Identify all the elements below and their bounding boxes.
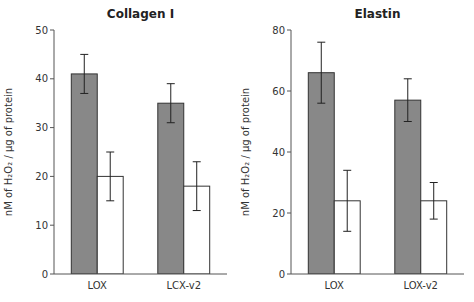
y-tick [50,176,54,177]
error-cap [430,219,438,220]
error-cap [80,93,88,94]
error-cap [317,103,325,104]
error-bar [167,84,175,123]
y-tick-label: 40 [35,73,48,84]
y-tick [50,274,54,275]
error-cap [404,78,412,79]
y-axis-label: nM of H₂O₂ / μg of protein [3,88,14,216]
error-cap [317,42,325,43]
x-tick-label: LOX-v2 [404,280,438,291]
error-cap [80,54,88,55]
y-tick [50,30,54,31]
error-cap [193,161,201,162]
error-cap [167,83,175,84]
plot-area [308,42,446,274]
y-axis-line [291,30,292,274]
bar [308,73,334,274]
y-tick-label: 40 [272,147,285,158]
title: Elastin [355,7,401,21]
error-cap [343,170,351,171]
y-tick [287,274,291,275]
y-tick-label: 60 [272,86,285,97]
error-cap [167,122,175,123]
y-tick [50,127,54,128]
error-line [433,183,434,220]
y-tick-label: 10 [35,220,48,231]
chart-root: Collagen I nM of H₂O₂ / μg of protein 0 10 2… [0,0,474,302]
x-tick-label: LOX [88,280,107,291]
error-line [347,170,348,231]
y-tick [50,78,54,79]
error-bar [317,42,325,103]
chart: Elastin nM of H₂O₂ / μg of protein 0 20 40 60… [240,7,464,291]
title: Collagen I [107,7,174,21]
error-cap [106,152,114,153]
error-bar [430,183,438,220]
y-tick [287,30,291,31]
bar [71,74,97,274]
y-tick-label: 20 [35,171,48,182]
error-cap [430,182,438,183]
error-line [84,54,85,93]
y-tick-label: 30 [35,122,48,133]
error-bar [193,162,201,211]
y-tick-label: 0 [42,269,48,280]
y-tick-label: 80 [272,25,285,36]
error-line [196,162,197,211]
y-tick-label: 50 [35,25,48,36]
y-axis-line [54,30,55,274]
error-bar [106,152,114,201]
y-tick-label: 0 [279,269,285,280]
error-cap [404,121,412,122]
bar [158,103,184,274]
error-bar [343,170,351,231]
error-line [407,79,408,122]
x-tick-label: LCX-v2 [166,280,201,291]
bar [395,100,421,274]
chart: Collagen I nM of H₂O₂ / μg of protein 0 10 2… [3,7,227,291]
y-tick [287,213,291,214]
error-cap [106,200,114,201]
error-bar [404,79,412,122]
y-tick [50,225,54,226]
y-tick-label: 20 [272,208,285,219]
error-line [170,84,171,123]
error-cap [193,210,201,211]
error-bar [80,54,88,93]
x-axis-line [54,274,227,275]
error-line [110,152,111,201]
error-cap [343,231,351,232]
y-tick [287,91,291,92]
error-line [321,42,322,103]
x-axis-line [291,274,464,275]
plot-area [71,54,209,274]
y-axis-label: nM of H₂O₂ / μg of protein [240,88,251,216]
x-tick-label: LOX [325,280,344,291]
y-tick [287,152,291,153]
